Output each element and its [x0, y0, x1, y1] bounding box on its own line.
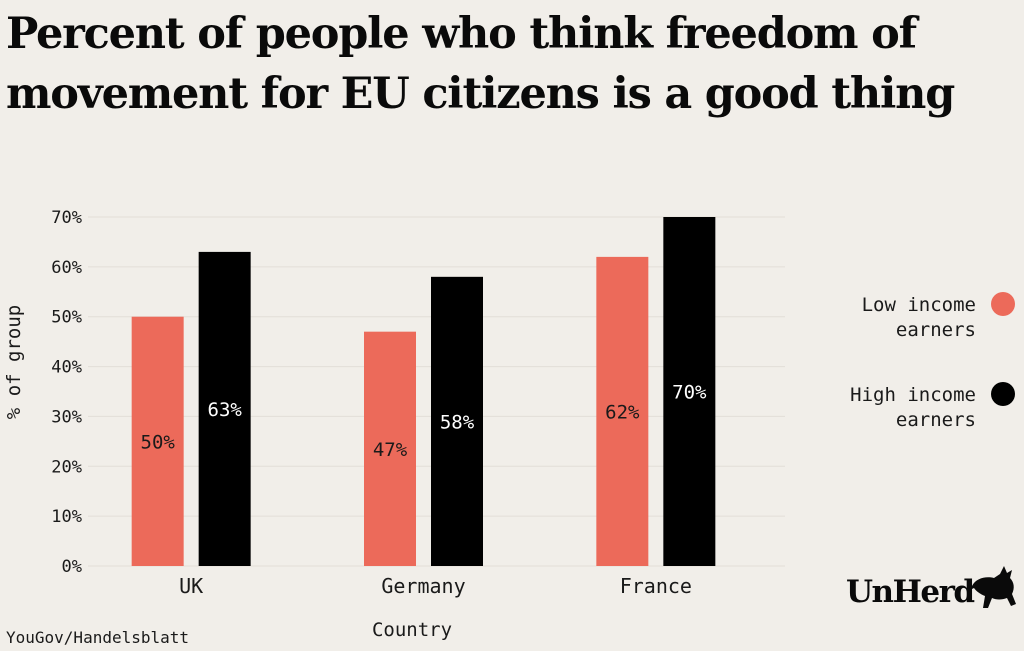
- x-tick-label: UK: [179, 574, 203, 598]
- legend-label: earners: [896, 409, 976, 431]
- x-axis-ticks: UK Germany France: [179, 574, 692, 598]
- bar-value-label: 47%: [373, 439, 408, 461]
- bar: [364, 331, 416, 566]
- bull-logo-icon: [967, 566, 1016, 608]
- x-axis-label: Country: [372, 619, 452, 641]
- bar-value-label: 50%: [141, 431, 176, 453]
- chart-title: Percent of people who think freedom of m…: [6, 9, 955, 119]
- y-axis-ticks: 0% 10% 20% 30% 40% 50% 60% 70%: [51, 208, 82, 577]
- legend-label: Low income: [862, 294, 976, 316]
- y-tick-label: 30%: [51, 407, 82, 427]
- legend: Low income earners High income earners: [850, 292, 1015, 431]
- x-tick-label: France: [620, 574, 692, 598]
- y-tick-label: 50%: [51, 308, 82, 328]
- bar: [431, 276, 483, 566]
- y-tick-label: 0%: [62, 557, 82, 577]
- bar-value-label: 58%: [440, 411, 475, 433]
- y-tick-label: 40%: [51, 358, 82, 378]
- bar-labels: 50% 63% 47% 58% 62% 70%: [141, 382, 708, 461]
- legend-label: earners: [896, 319, 976, 341]
- legend-swatch: [991, 382, 1015, 406]
- y-tick-label: 20%: [51, 457, 82, 477]
- bar: [131, 316, 184, 566]
- bar-value-label: 70%: [672, 382, 707, 404]
- unherd-logo: UnHerd: [846, 574, 975, 610]
- source-note: YouGov/Handelsblatt: [6, 628, 189, 647]
- bar-value-label: 62%: [605, 401, 640, 423]
- y-tick-label: 60%: [51, 258, 82, 278]
- bar-value-label: 63%: [208, 399, 243, 421]
- y-tick-label: 10%: [51, 507, 82, 527]
- x-tick-label: Germany: [381, 574, 465, 598]
- bar: [663, 217, 716, 566]
- legend-label: High income: [850, 384, 976, 406]
- bar: [198, 251, 251, 566]
- bars: [131, 217, 716, 566]
- y-axis-label: % of group: [3, 305, 25, 419]
- legend-swatch: [991, 292, 1015, 316]
- y-tick-label: 70%: [51, 208, 82, 228]
- bar: [596, 256, 649, 566]
